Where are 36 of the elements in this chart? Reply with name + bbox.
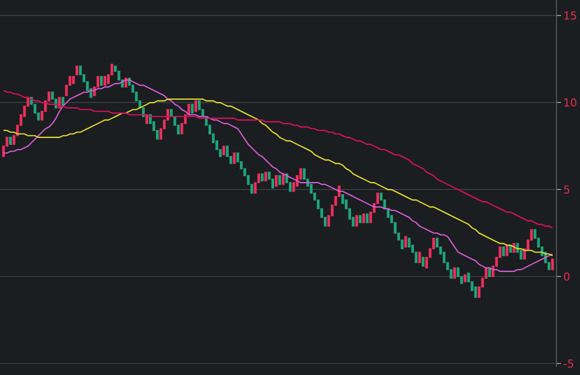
candlestick [190, 104, 194, 114]
candlestick [502, 246, 505, 256]
candlestick [366, 213, 369, 224]
line-series [2, 90, 554, 228]
candlestick [100, 76, 103, 86]
candlestick [278, 175, 282, 185]
candlestick [418, 252, 421, 264]
candlestick [464, 274, 466, 282]
candlestick [551, 258, 554, 270]
candlestick [62, 96, 64, 107]
candlestick [58, 96, 61, 108]
candlestick [404, 236, 407, 248]
candlestick [9, 136, 12, 145]
candlestick [194, 100, 198, 112]
candlestick [260, 173, 264, 182]
line-series [2, 98, 554, 256]
candlestick [104, 76, 106, 86]
line-series [2, 79, 554, 272]
candlestick [274, 175, 278, 187]
candlestick [362, 213, 366, 224]
candlestick [222, 146, 226, 156]
y-tick-label: -5 [563, 357, 574, 370]
candlestick [264, 172, 268, 182]
candlestick [72, 76, 75, 84]
y-tick-label: 0 [563, 270, 570, 284]
candlestick [506, 244, 508, 256]
candlestick [76, 66, 78, 76]
y-tick-label: 15 [563, 10, 578, 22]
candlestick [422, 256, 424, 267]
y-tick-label: 10 [563, 96, 578, 110]
y-tick-label: 5 [563, 183, 570, 196]
candlestick [488, 267, 491, 278]
candlestick [358, 215, 362, 224]
candlestick [355, 215, 358, 227]
candlestick [232, 152, 236, 164]
candlestick [453, 267, 456, 279]
